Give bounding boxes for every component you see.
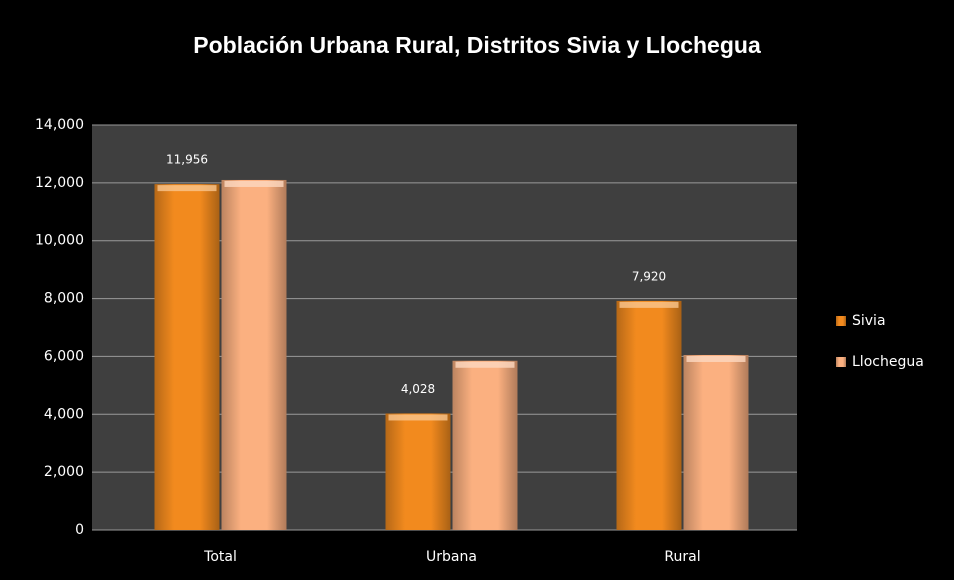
bar-highlight [455, 361, 515, 368]
data-label: 7,920 [632, 269, 666, 283]
legend-marker [836, 357, 846, 367]
y-tick-label: 0 [75, 522, 84, 538]
legend-marker [836, 316, 846, 326]
bar [221, 179, 287, 530]
bar [154, 184, 220, 530]
y-tick-label: 4,000 [44, 406, 84, 422]
x-tick-label: Rural [664, 549, 700, 565]
legend-label: Sivia [852, 313, 886, 329]
y-tick-label: 12,000 [35, 175, 84, 191]
y-tick-label: 8,000 [44, 291, 84, 307]
bar-highlight [686, 355, 746, 362]
data-label: 4,028 [401, 382, 435, 396]
x-tick-label: Total [203, 549, 237, 565]
data-label: 11,956 [166, 153, 208, 167]
x-tick-label: Urbana [426, 549, 477, 565]
y-tick-label: 2,000 [44, 464, 84, 480]
bar [385, 413, 451, 530]
bar-highlight [619, 301, 679, 308]
bar-highlight [157, 185, 217, 192]
bar-highlight [224, 180, 284, 187]
bar-highlight [388, 414, 448, 421]
bar [616, 300, 682, 530]
chart-title: Población Urbana Rural, Distritos Sivia … [193, 32, 761, 58]
y-tick-label: 10,000 [35, 233, 84, 249]
bar [683, 354, 749, 530]
y-tick-label: 6,000 [44, 348, 84, 364]
bar [452, 360, 518, 530]
y-tick-label: 14,000 [35, 117, 84, 133]
legend-label: Llochegua [852, 354, 924, 370]
